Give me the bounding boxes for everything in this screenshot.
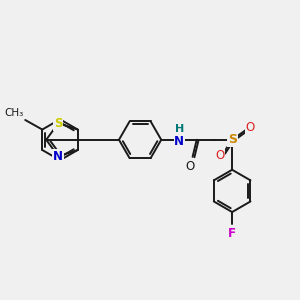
- Text: CH₃: CH₃: [4, 108, 23, 118]
- Text: N: N: [53, 150, 63, 163]
- Text: O: O: [216, 149, 225, 162]
- Text: O: O: [186, 160, 195, 173]
- Text: H: H: [175, 124, 184, 134]
- Text: N: N: [174, 135, 184, 148]
- Text: S: S: [54, 117, 62, 130]
- Text: O: O: [245, 121, 254, 134]
- Text: S: S: [228, 133, 237, 146]
- Text: F: F: [228, 227, 236, 240]
